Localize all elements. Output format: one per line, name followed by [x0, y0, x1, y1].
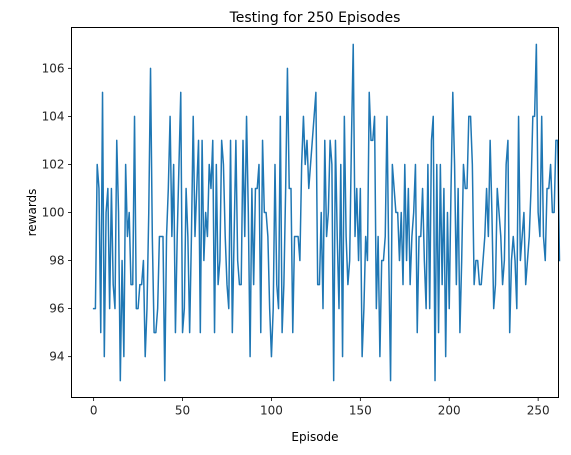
x-axis: 0 50 100 150 200 250	[90, 397, 550, 418]
y-tick-label-100: 100	[42, 206, 65, 220]
y-tick-label-94: 94	[49, 350, 64, 364]
series-layer	[92, 43, 561, 382]
y-tick-label-96: 96	[49, 302, 64, 316]
chart-title: Testing for 250 Episodes	[229, 10, 401, 26]
y-axis: 94 96 98 100 102 104 106	[42, 61, 72, 364]
x-tick-label-0: 0	[90, 404, 98, 418]
y-axis-label: rewards	[25, 189, 39, 237]
x-tick-label-200: 200	[438, 404, 461, 418]
series-line-0	[92, 43, 561, 382]
y-tick-label-104: 104	[42, 109, 65, 123]
x-tick-label-150: 150	[349, 404, 372, 418]
x-tick-label-100: 100	[260, 404, 283, 418]
y-tick-label-106: 106	[42, 61, 65, 75]
x-axis-label: Episode	[291, 430, 338, 444]
y-tick-label-98: 98	[49, 254, 64, 268]
x-tick-label-50: 50	[175, 404, 190, 418]
x-tick-label-250: 250	[527, 404, 550, 418]
y-tick-label-102: 102	[42, 157, 65, 171]
